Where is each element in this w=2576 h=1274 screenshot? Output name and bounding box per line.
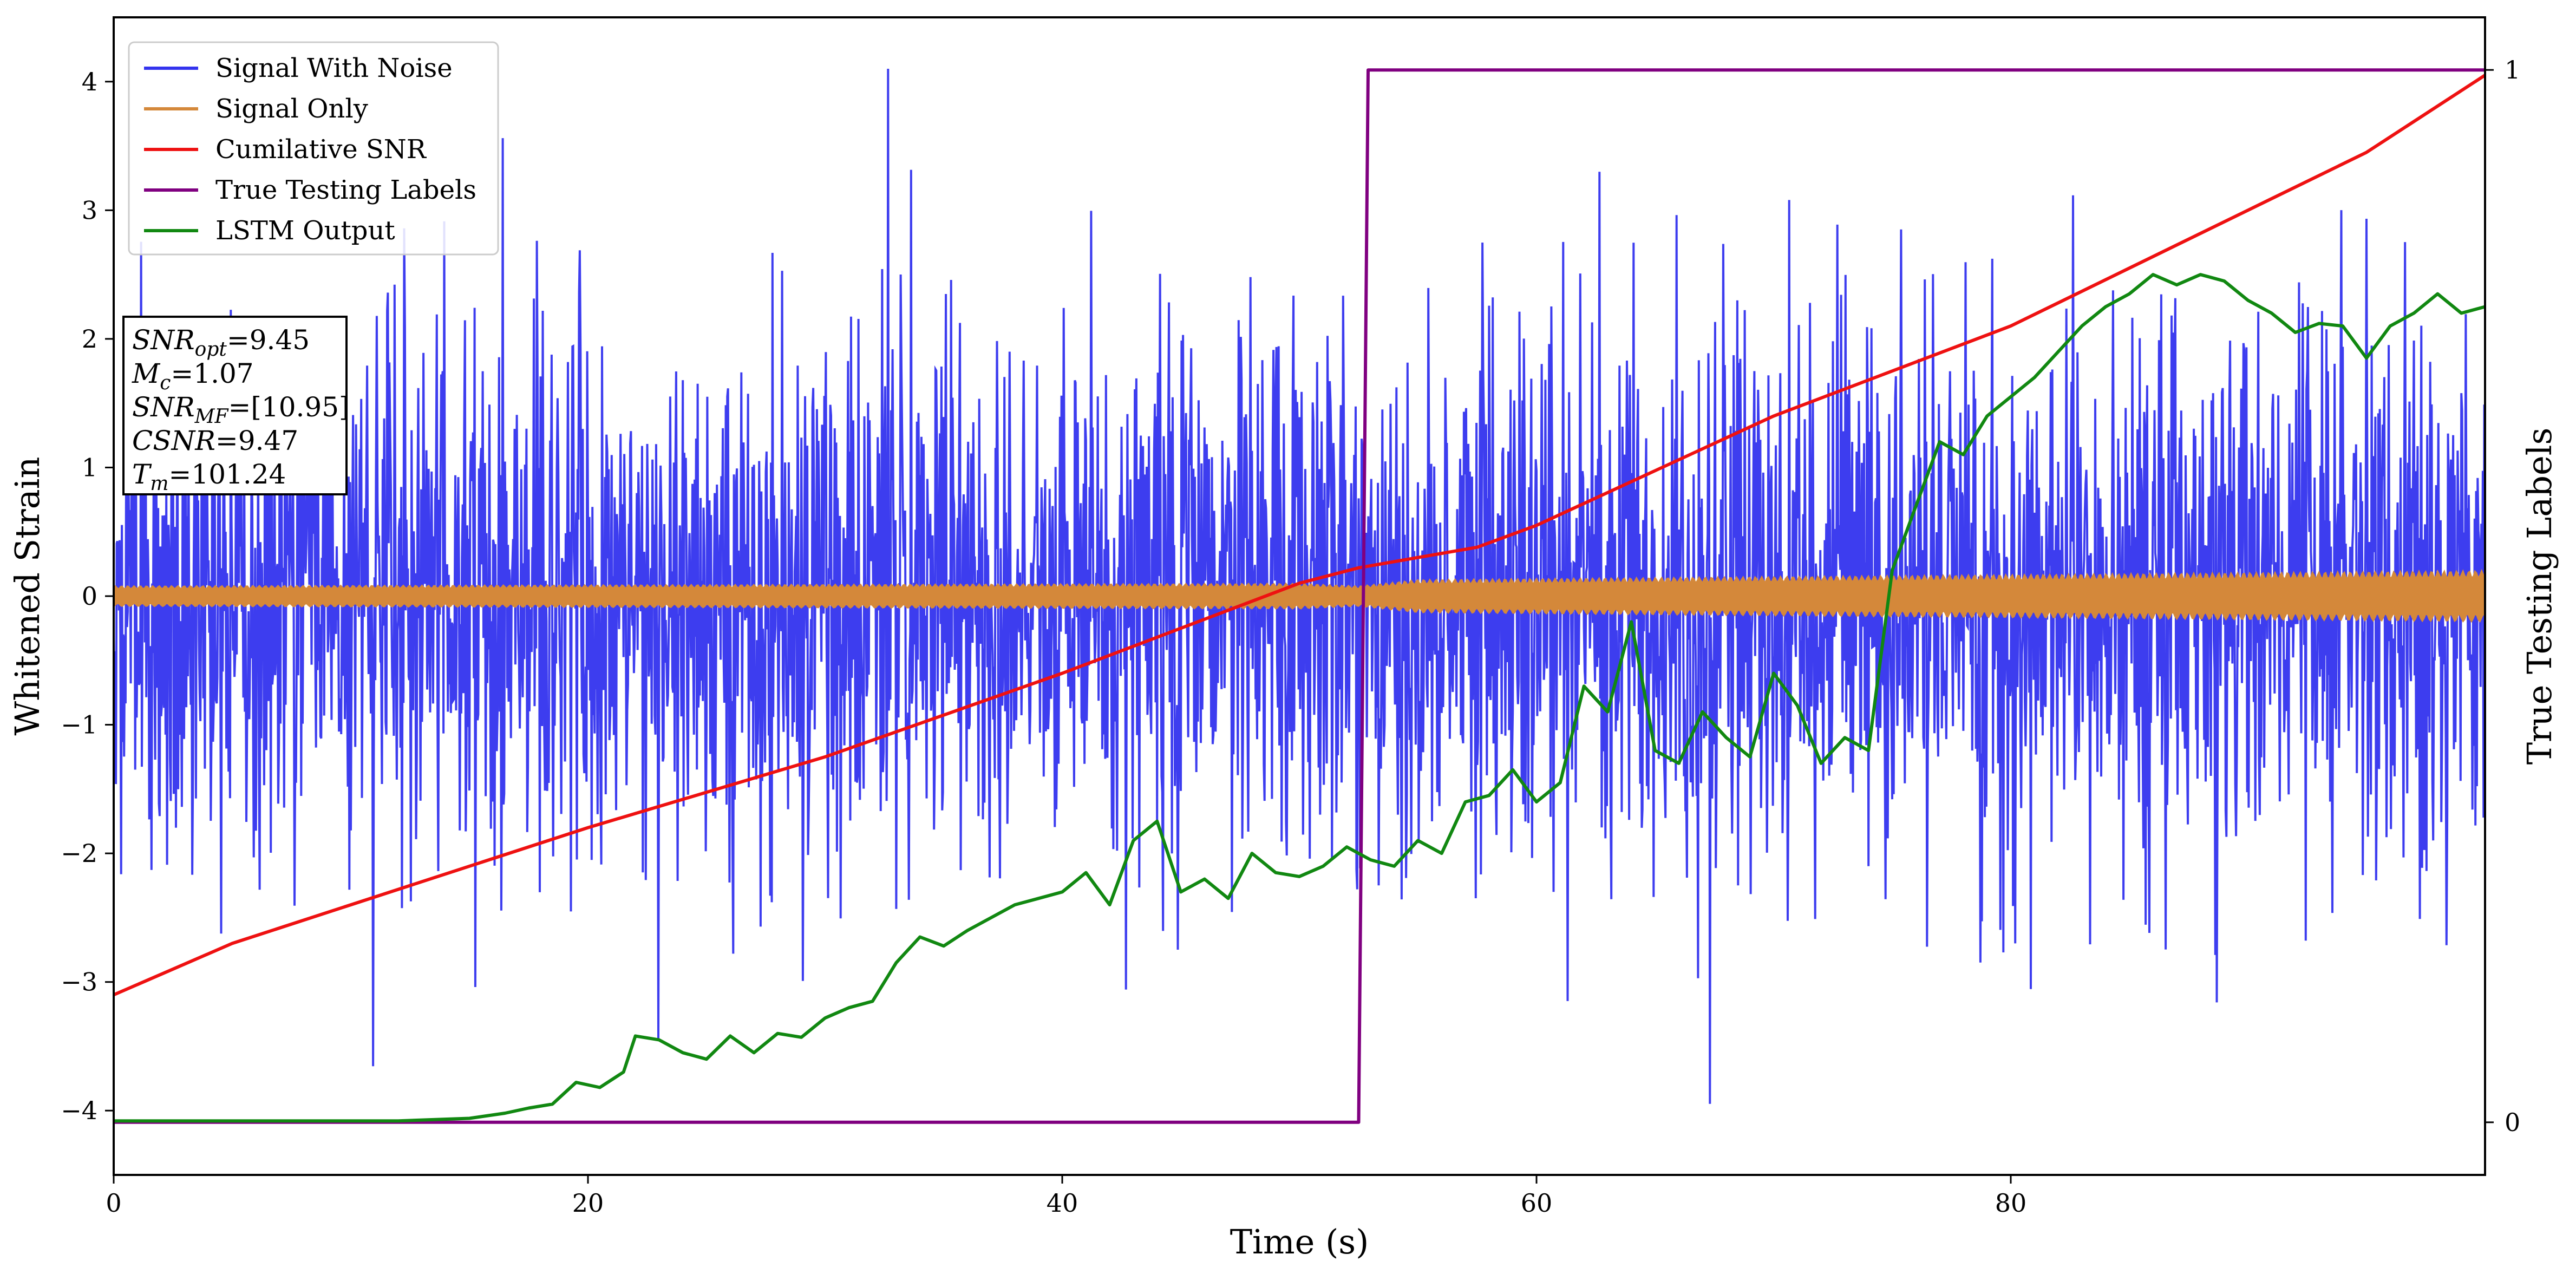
y2-axis-label: True Testing Labels [2520,428,2559,765]
cumulative-snr-series [114,74,2485,997]
x-tick-label: 60 [1521,1188,1553,1218]
y-tick-label: 1 [82,453,97,482]
info-box: SNRopt=9.45Mc=1.07SNRMF=[10.95]CSNR=9.47… [122,316,350,495]
y-tick-label: 4 [82,67,97,96]
lstm-output-line [114,273,2485,1123]
info-box-line: SNRopt=9.45 [132,324,310,361]
info-box-line: Mc=1.07 [132,358,254,394]
x-tick-label: 80 [1995,1188,2027,1218]
true-testing-labels-line [114,68,2485,1124]
legend-label: True Testing Labels [215,175,476,205]
legend-label: Signal With Noise [215,53,453,83]
y-tick-label: 0 [82,582,97,611]
signal-only-series [114,569,2485,623]
lstm-output-series [114,273,2485,1123]
info-box-line: Tm=101.24 [132,459,286,495]
legend-label: Cumilative SNR [215,134,427,165]
x-axis-label: Time (s) [1230,1222,1369,1262]
legend-box [128,41,499,256]
info-box-frame [122,316,348,495]
y-tick-label: −2 [61,839,97,868]
y2-tick-label: 0 [2505,1108,2520,1137]
y-axis-label: Whitened Strain [8,457,47,736]
y2-tick-label: 1 [2505,55,2520,84]
cumulative-snr-line [114,74,2485,997]
x-axis-ticks: 0 20 40 60 80 [106,1175,2026,1218]
info-box-line: SNRMF=[10.95] [132,391,350,428]
info-box-line: CSNR=9.47 [132,425,298,456]
signal-with-noise-series [114,68,2485,1104]
plot-area [114,68,2485,1124]
signal-with-noise-line [114,68,2485,1104]
y-axis-ticks: −4 −3 −2 −1 0 1 2 3 4 [61,67,114,1125]
x-tick-label: 0 [106,1188,121,1218]
y-tick-label: −3 [61,968,97,997]
y-tick-label: −4 [61,1096,97,1125]
y-tick-label: −1 [61,710,97,740]
signal-only-band [114,569,2485,623]
x-tick-label: 20 [572,1188,604,1218]
legend: Signal With Noise Signal Only Cumilative S… [128,41,499,256]
y2-axis-ticks: 01 [2485,55,2520,1137]
legend-label: Signal Only [215,94,368,124]
y-tick-label: 2 [82,324,97,354]
true-testing-labels-series [114,68,2485,1124]
x-tick-label: 40 [1047,1188,1078,1218]
legend-label: LSTM Output [215,215,395,246]
y-tick-label: 3 [82,195,97,225]
